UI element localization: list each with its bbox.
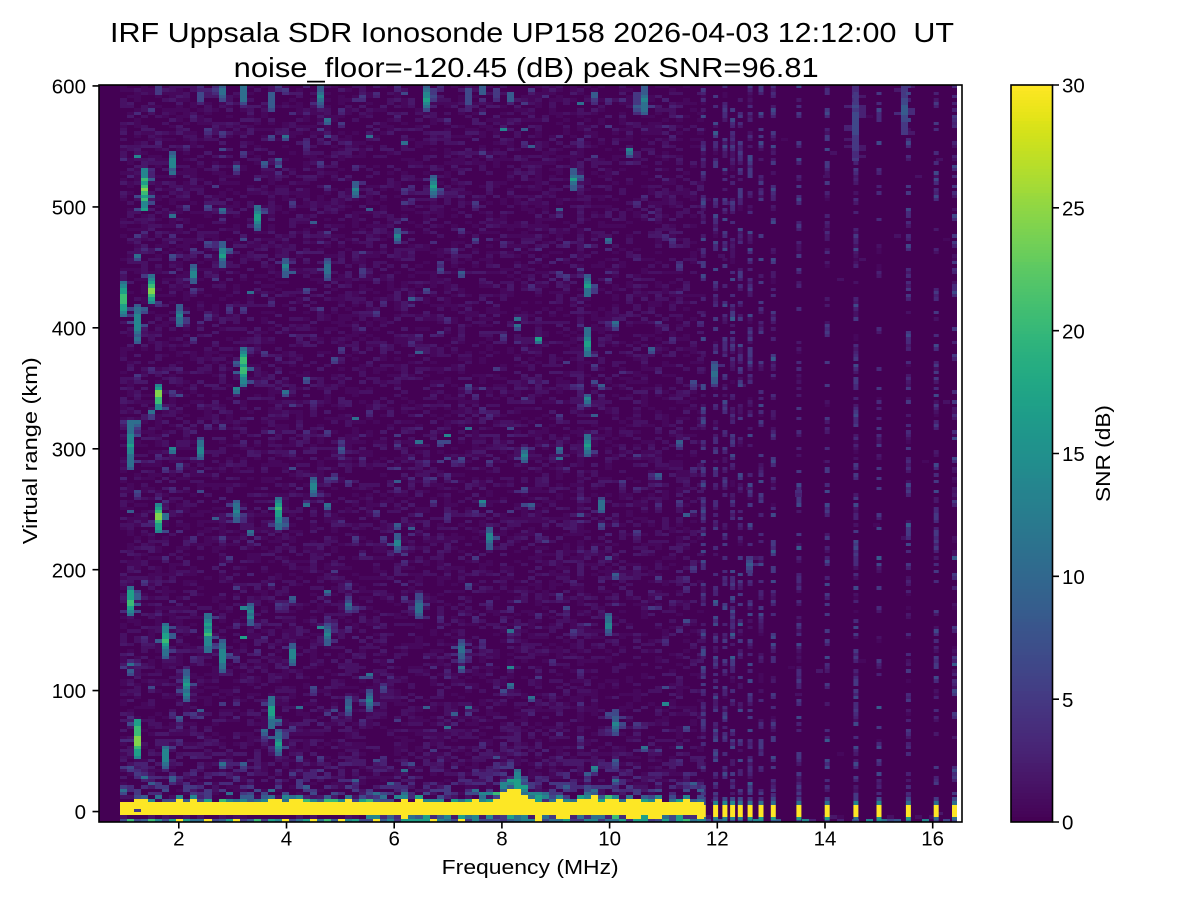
svg-text:15: 15	[1062, 443, 1085, 466]
svg-text:noise_floor=-120.45 (dB) peak: noise_floor=-120.45 (dB) peak SNR=96.81	[234, 52, 819, 83]
svg-text:10: 10	[1062, 566, 1085, 589]
svg-text:25: 25	[1062, 197, 1085, 220]
svg-text:0: 0	[1062, 812, 1073, 835]
svg-text:100: 100	[52, 680, 86, 703]
svg-text:12: 12	[706, 828, 729, 851]
svg-text:Frequency (MHz): Frequency (MHz)	[442, 856, 619, 879]
svg-text:4: 4	[281, 828, 292, 851]
svg-text:0: 0	[75, 801, 86, 824]
svg-text:300: 300	[52, 438, 86, 461]
svg-text:400: 400	[52, 317, 86, 340]
svg-text:8: 8	[496, 828, 507, 851]
svg-text:600: 600	[52, 76, 86, 99]
svg-text:10: 10	[598, 828, 621, 851]
svg-text:30: 30	[1062, 75, 1085, 98]
svg-text:16: 16	[921, 828, 944, 851]
svg-text:SNR (dB): SNR (dB)	[1092, 405, 1115, 502]
svg-text:5: 5	[1062, 689, 1073, 712]
svg-text:200: 200	[52, 559, 86, 582]
svg-text:6: 6	[388, 828, 399, 851]
svg-text:20: 20	[1062, 320, 1085, 343]
svg-text:14: 14	[814, 828, 837, 851]
svg-text:IRF Uppsala SDR Ionosonde UP15: IRF Uppsala SDR Ionosonde UP158 2026-04-…	[110, 17, 954, 48]
svg-text:500: 500	[52, 197, 86, 220]
svg-text:Virtual range (km): Virtual range (km)	[19, 357, 42, 544]
svg-text:2: 2	[173, 828, 184, 851]
